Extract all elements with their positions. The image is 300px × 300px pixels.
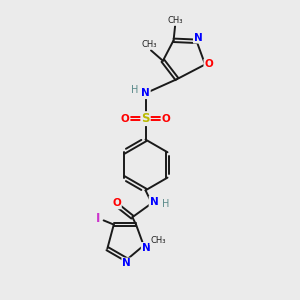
Text: H: H bbox=[161, 199, 169, 209]
Text: O: O bbox=[121, 114, 130, 124]
Text: N: N bbox=[142, 243, 150, 253]
Text: O: O bbox=[161, 114, 170, 124]
Text: H: H bbox=[131, 85, 139, 95]
Text: CH₃: CH₃ bbox=[142, 40, 157, 49]
Text: O: O bbox=[204, 59, 213, 70]
Text: S: S bbox=[141, 112, 150, 125]
Text: N: N bbox=[122, 258, 131, 268]
Text: CH₃: CH₃ bbox=[150, 236, 166, 244]
Text: O: O bbox=[112, 199, 121, 208]
Text: N: N bbox=[141, 88, 150, 98]
Text: CH₃: CH₃ bbox=[167, 16, 183, 25]
Text: I: I bbox=[96, 212, 100, 224]
Text: N: N bbox=[149, 197, 158, 207]
Text: N: N bbox=[194, 33, 203, 43]
